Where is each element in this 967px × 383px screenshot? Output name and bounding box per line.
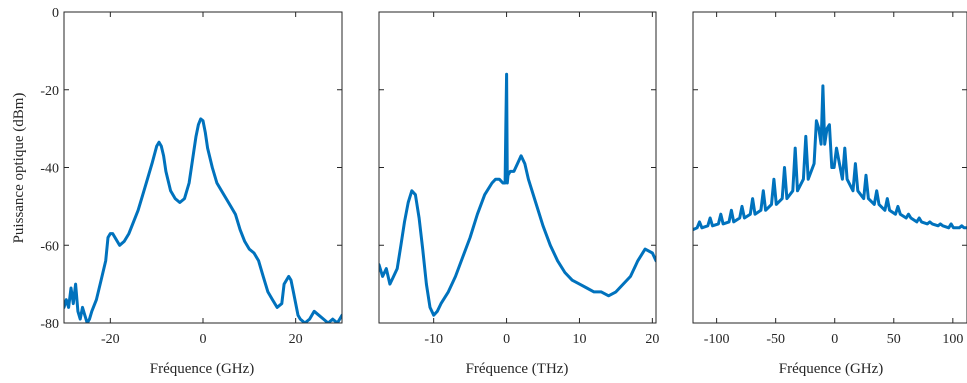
x-tick-label: -20 [101,332,120,347]
x-axis-label-middle: Fréquence (THz) [466,361,569,377]
x-tick-label: 0 [200,332,207,347]
series-line [693,84,967,232]
x-axis-label-left: Fréquence (GHz) [150,361,255,377]
y-tick-label: -60 [40,239,59,254]
x-axis-label-right: Fréquence (GHz) [779,361,884,377]
y-tick-label: 0 [52,6,59,21]
series-line [64,117,342,323]
x-tick-label: 50 [887,332,901,347]
y-tick-label: -20 [40,84,59,99]
x-tick-label: 20 [645,332,659,347]
axes-frame [692,11,967,324]
panel-left: -20 0 20 -80 -60 -40 -20 0 [40,6,343,347]
x-tick-label: 0 [831,332,838,347]
x-tick-label: 10 [572,332,586,347]
axes-frame [63,11,343,324]
y-tick-label: -80 [40,317,59,332]
series-line [379,72,656,317]
panel-right: -100 -50 0 50 100 [692,11,967,347]
x-tick-label: -50 [766,332,785,347]
y-axis-label: Puissance optique (dBm) [11,93,27,244]
x-tick-label: -10 [424,332,443,347]
panel-middle: -10 0 10 20 [378,11,659,347]
y-tick-label: -40 [40,162,59,177]
x-tick-label: 100 [942,332,963,347]
axes-frame [378,11,657,324]
x-tick-label: -100 [704,332,730,347]
x-tick-label: 20 [289,332,303,347]
x-tick-label: 0 [503,332,510,347]
